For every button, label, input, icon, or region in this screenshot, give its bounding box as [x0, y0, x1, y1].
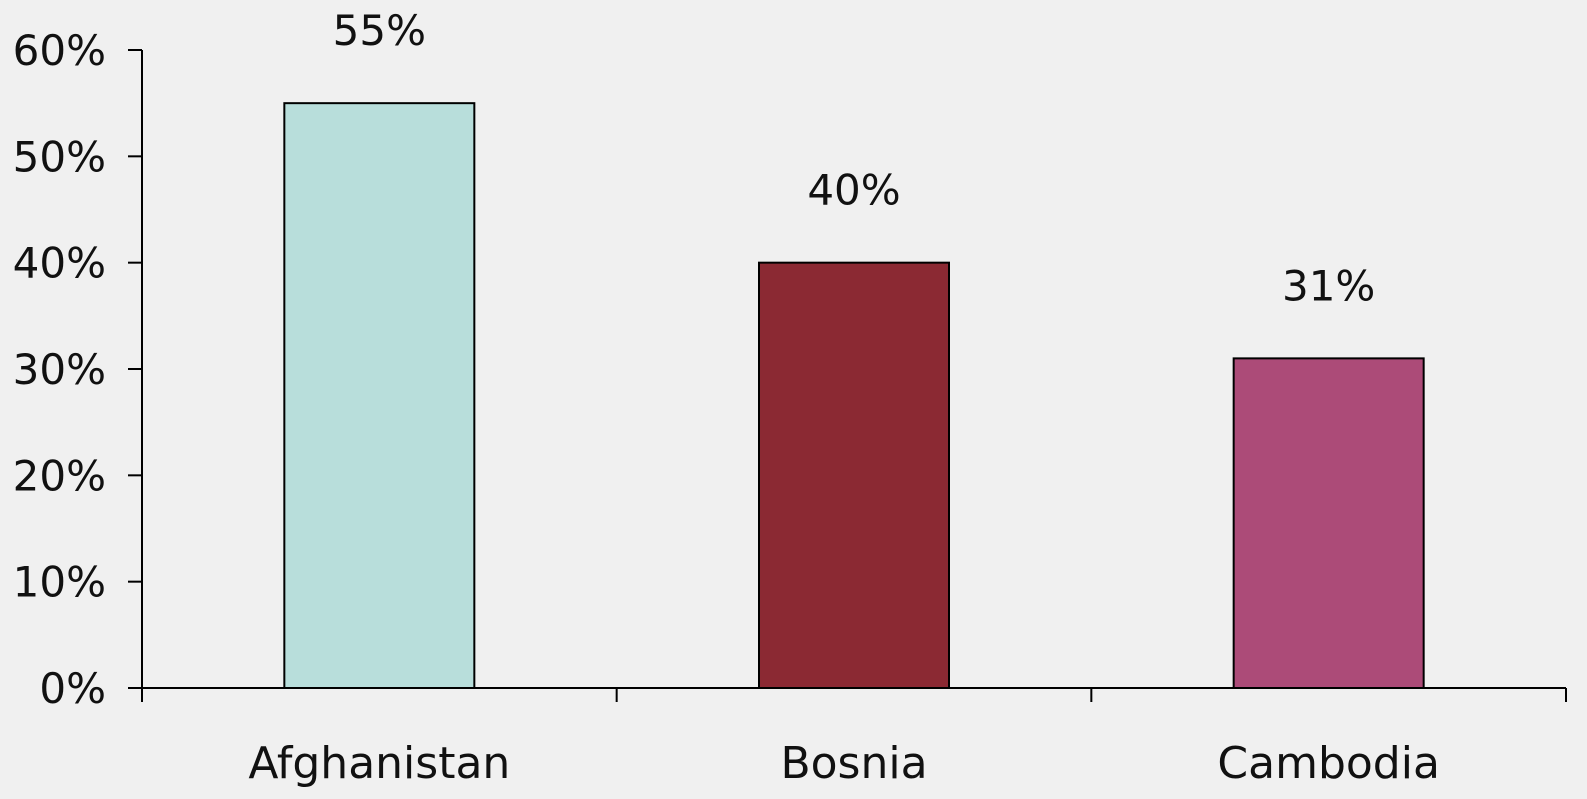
y-tick-label: 30% — [13, 345, 106, 394]
x-axis — [141, 687, 1567, 702]
bar-cambodia — [1232, 357, 1425, 689]
y-axis: 0% 10% 20% 30% 40% 50% 60% — [13, 26, 143, 713]
y-tick-label: 0% — [39, 664, 106, 713]
y-tick-label: 10% — [13, 558, 106, 607]
bar-afghanistan — [283, 102, 476, 689]
y-tick-label: 50% — [13, 132, 106, 181]
category-labels: Afghanistan Bosnia Cambodia — [248, 738, 1440, 789]
category-label-bosnia: Bosnia — [780, 738, 927, 789]
value-label-cambodia: 31% — [1282, 261, 1375, 310]
y-tick-label: 40% — [13, 239, 106, 288]
y-tick-label: 60% — [13, 26, 106, 75]
bar-bosnia — [758, 261, 950, 689]
y-tick-label: 20% — [13, 451, 106, 500]
category-label-cambodia: Cambodia — [1217, 738, 1440, 789]
category-label-afghanistan: Afghanistan — [248, 738, 510, 789]
value-label-bosnia: 40% — [807, 166, 900, 215]
bars — [283, 102, 1425, 689]
value-labels: 55% 40% 31% — [333, 6, 1376, 310]
value-label-afghanistan: 55% — [333, 6, 426, 55]
